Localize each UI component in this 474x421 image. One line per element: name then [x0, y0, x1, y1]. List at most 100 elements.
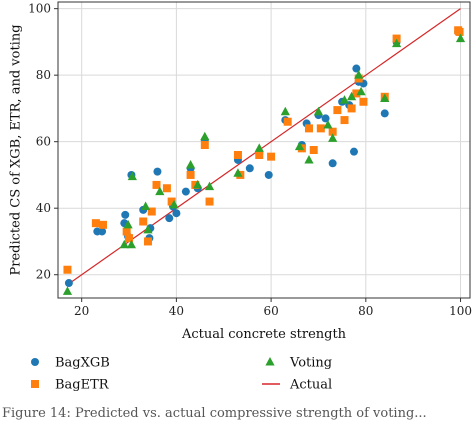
bagetr-point — [125, 234, 134, 243]
voting-point — [254, 143, 264, 152]
bagetr-point — [147, 207, 156, 216]
bagetr-point — [122, 227, 131, 236]
voting-point — [328, 133, 338, 142]
voting-point — [119, 239, 129, 249]
bagetr-point — [255, 150, 264, 159]
bagxgb-point — [64, 279, 73, 288]
voting-point — [200, 131, 210, 141]
bagetr-point — [162, 184, 171, 193]
y-tick-label: 80 — [36, 68, 51, 82]
bagxgb-point — [245, 164, 254, 173]
voting-point — [155, 186, 165, 196]
legend: BagXGB BagETR Voting Actual — [31, 356, 332, 393]
voting-point — [304, 154, 314, 164]
bagetr-point — [91, 219, 100, 228]
bagxgb-point — [121, 210, 130, 219]
legend-label-bagetr: BagETR — [55, 378, 110, 393]
legend-item-actual: Actual — [262, 378, 332, 393]
bagetr-point — [309, 146, 318, 154]
bagetr-point — [200, 141, 209, 150]
y-axis-label: Predicted CS of XGB, ETR, and voting — [9, 24, 24, 275]
bagxgb-point — [349, 147, 358, 156]
figure-caption: Figure 14: Predicted vs. actual compress… — [2, 406, 427, 421]
bagetr-point — [143, 237, 152, 246]
voting-point — [185, 159, 196, 169]
bagxgb-point — [352, 64, 361, 73]
bagetr-point — [304, 124, 313, 133]
bagetr-point — [233, 150, 242, 159]
series-actual — [67, 8, 461, 286]
bagxgb-point — [153, 167, 162, 176]
x-axis: 20 40 60 80 100 — [74, 298, 472, 318]
bagetr-point — [352, 89, 361, 98]
voting-point — [347, 91, 357, 101]
voting-point — [294, 141, 305, 151]
bagxgb-point — [321, 114, 330, 123]
voting-point — [323, 120, 333, 129]
bagetr-point — [333, 106, 342, 115]
legend-swatch-bagetr — [31, 380, 39, 388]
bagetr-point — [340, 116, 349, 125]
voting-point — [141, 201, 151, 211]
y-axis: 20 40 60 80 100 — [28, 2, 58, 282]
grid — [58, 2, 470, 298]
voting-point — [313, 106, 324, 116]
x-tick-label: 80 — [358, 304, 373, 318]
bagetr-point — [152, 180, 161, 189]
y-tick-label: 100 — [28, 2, 51, 16]
voting-point — [62, 286, 73, 295]
legend-swatch-voting — [265, 357, 275, 366]
voting-point — [233, 168, 243, 177]
bagetr-point — [167, 197, 176, 206]
voting-point — [280, 106, 290, 116]
bagetr-point — [139, 217, 148, 226]
legend-label-bagxgb: BagXGB — [55, 356, 110, 371]
bagetr-point — [359, 97, 368, 106]
data-points — [62, 26, 466, 295]
series-voting — [62, 33, 466, 295]
voting-point — [204, 181, 215, 191]
voting-point — [193, 179, 203, 189]
bagetr-point — [98, 220, 107, 229]
series-bagetr — [63, 26, 464, 274]
legend-item-voting: Voting — [265, 356, 332, 371]
bagetr-point — [283, 117, 292, 126]
bagetr-point — [328, 127, 337, 136]
voting-point — [339, 95, 350, 104]
bagetr-point — [316, 124, 325, 133]
bagxgb-point — [181, 187, 190, 196]
y-tick-label: 60 — [36, 135, 51, 149]
voting-point — [143, 224, 153, 234]
bagxgb-point — [98, 227, 107, 236]
bagxgb-point — [172, 209, 181, 218]
bagxgb-point — [380, 109, 389, 118]
voting-point — [169, 199, 179, 209]
voting-point — [380, 93, 390, 102]
legend-label-actual: Actual — [289, 378, 332, 393]
bagxgb-point — [328, 159, 337, 168]
bagetr-point — [267, 152, 276, 161]
voting-point — [354, 70, 364, 79]
voting-point — [356, 86, 366, 96]
plot-frame — [57, 1, 471, 299]
legend-label-voting: Voting — [289, 356, 332, 371]
bagxgb-point — [165, 214, 174, 223]
x-tick-label: 60 — [263, 304, 278, 318]
actual-line — [67, 8, 461, 286]
legend-item-bagxgb: BagXGB — [31, 356, 110, 371]
legend-item-bagetr: BagETR — [31, 378, 110, 393]
bagetr-point — [347, 104, 356, 113]
voting-point — [123, 219, 133, 229]
voting-point — [455, 33, 466, 43]
bagetr-point — [455, 27, 464, 36]
bagxgb-point — [264, 170, 273, 179]
x-axis-label: Actual concrete strength — [181, 327, 347, 342]
legend-swatch-bagxgb — [31, 358, 39, 366]
x-tick-label: 20 — [74, 304, 89, 318]
x-tick-label: 100 — [449, 304, 472, 318]
voting-point — [127, 171, 137, 181]
x-tick-label: 40 — [169, 304, 184, 318]
voting-point — [126, 239, 137, 249]
bagetr-point — [205, 197, 214, 206]
